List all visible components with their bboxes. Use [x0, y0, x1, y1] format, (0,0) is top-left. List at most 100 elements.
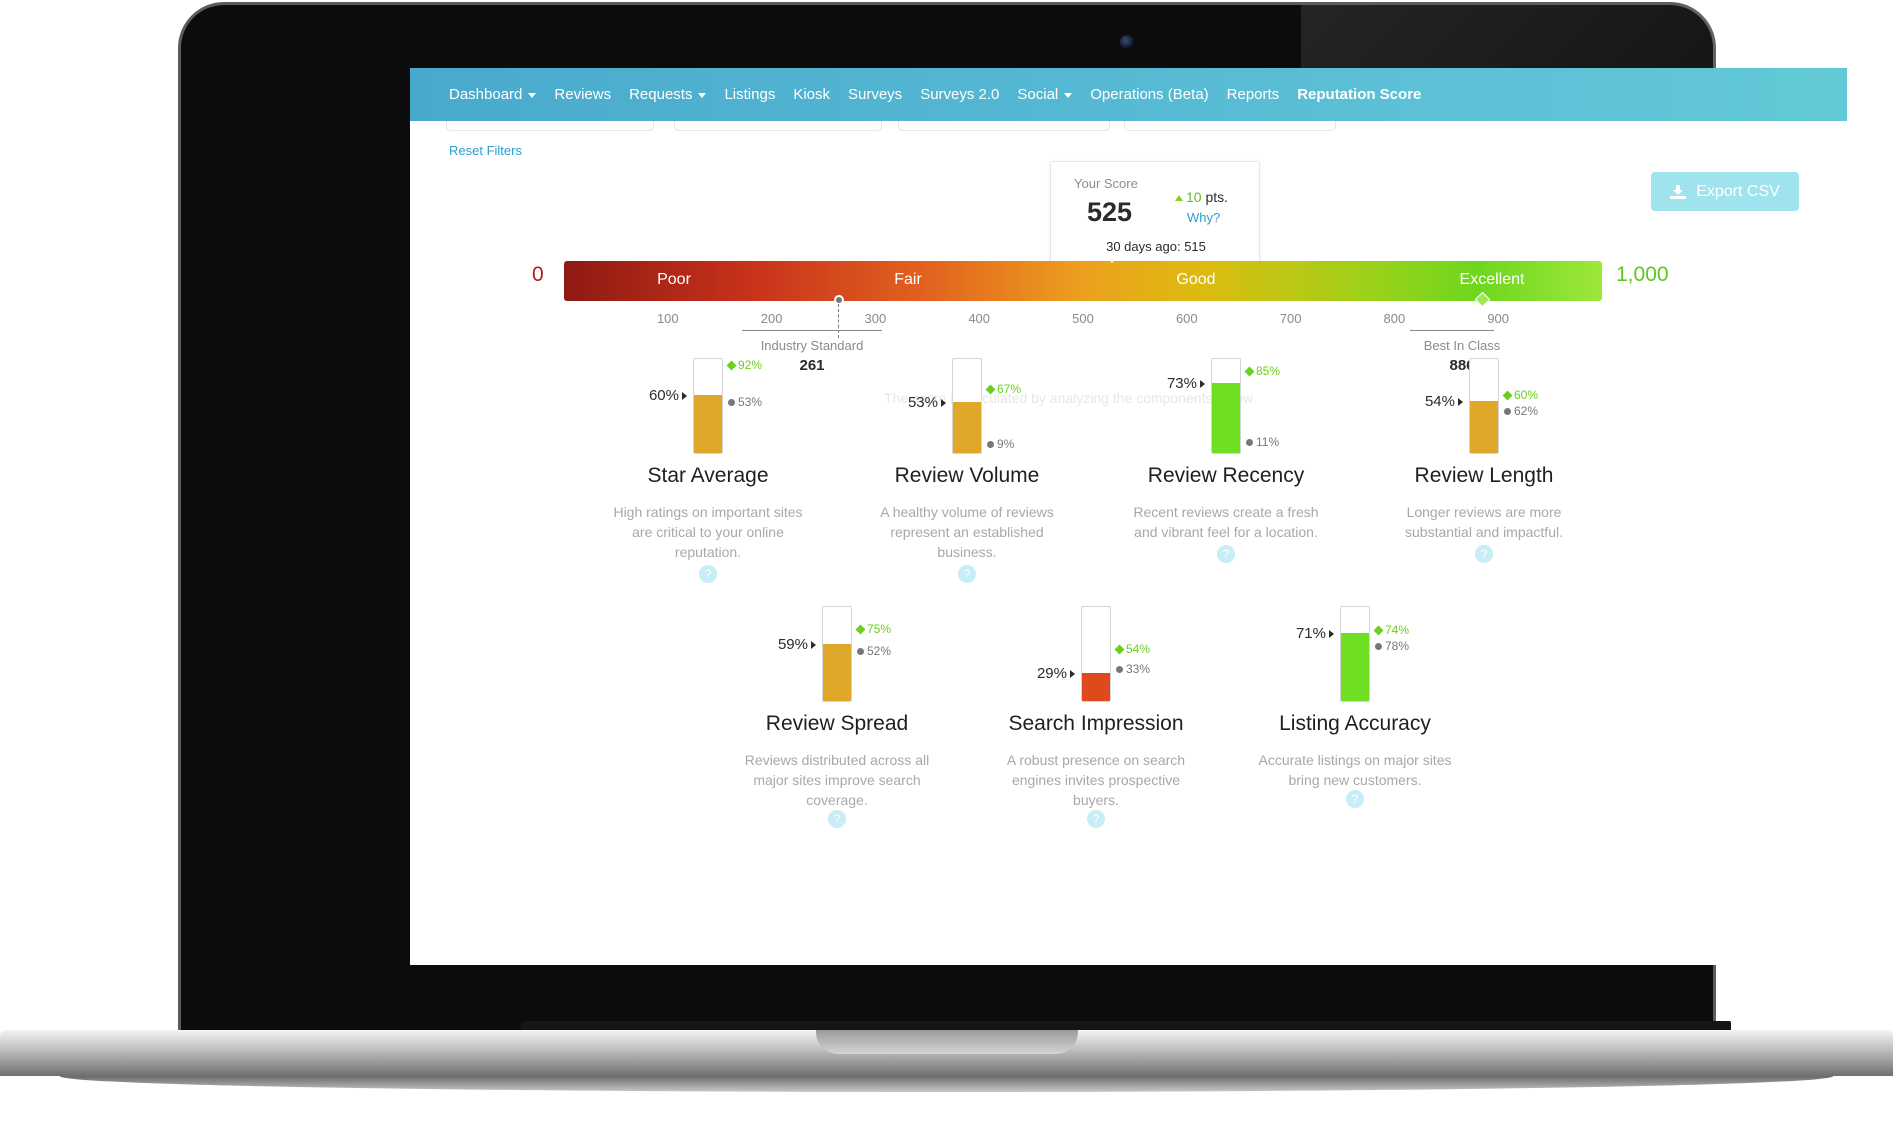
best-in-class-mark: 92% [726, 358, 762, 372]
scale-tick: 200 [760, 311, 783, 326]
component-score: 60% [649, 387, 687, 404]
reset-filters-link[interactable]: Reset Filters [449, 143, 522, 158]
industry-underline [742, 330, 882, 331]
filter-dropdown[interactable] [446, 121, 654, 131]
dot-icon [1116, 666, 1123, 674]
component-gauge [693, 358, 723, 454]
industry-standard-value: 261 [799, 357, 825, 374]
industry-standard-marker [834, 295, 844, 305]
nav-item-reports[interactable]: Reports [1226, 86, 1280, 103]
export-csv-label: Export CSV [1696, 182, 1780, 200]
help-icon[interactable]: ? [958, 565, 976, 583]
component-card: 71% 74% 78% Listing Accuracy Accurate listin… [1240, 606, 1470, 886]
component-title: Search Impression [1008, 712, 1184, 735]
band-fair: Fair [894, 271, 922, 288]
download-icon [1670, 184, 1687, 199]
component-gauge [1469, 358, 1499, 454]
component-description: Recent reviews create a fresh and vibran… [1133, 504, 1319, 540]
component-score: 53% [908, 394, 946, 411]
caret-down-icon [1064, 92, 1073, 98]
help-icon[interactable]: ? [1087, 810, 1105, 828]
component-title: Review Volume [894, 464, 1040, 487]
diamond-icon [985, 384, 996, 395]
nav-item-reviews[interactable]: Reviews [554, 86, 612, 103]
industry-mark: 78% [1375, 639, 1409, 653]
component-card: 29% 54% 33% Search Impression A robust prese… [981, 606, 1211, 886]
nav-item-reputation-score[interactable]: Reputation Score [1297, 86, 1422, 103]
score-marker [1107, 257, 1117, 263]
component-gauge [952, 358, 982, 454]
component-title: Review Length [1414, 464, 1554, 487]
best-in-class-mark: 60% [1502, 388, 1538, 402]
component-gauge [822, 606, 852, 702]
filter-dropdown[interactable] [674, 121, 882, 131]
dot-icon [728, 399, 735, 407]
industry-mark: 53% [728, 395, 762, 409]
component-gauge [1211, 358, 1241, 454]
diamond-icon [855, 624, 866, 635]
filter-dropdown[interactable] [898, 121, 1110, 131]
industry-mark: 33% [1116, 662, 1150, 676]
dot-icon [1246, 439, 1253, 447]
best-in-class-mark: 85% [1244, 364, 1280, 378]
dot-icon [1375, 643, 1382, 651]
pointer-icon [1200, 380, 1205, 389]
component-title: Listing Accuracy [1279, 712, 1431, 735]
diamond-icon [726, 360, 737, 371]
help-icon[interactable]: ? [828, 810, 846, 828]
top-nav: Dashboard Reviews Requests Listings Kios… [410, 68, 1847, 121]
thirty-days-ago: 30 days ago: 515 [1106, 239, 1206, 254]
nav-item-requests[interactable]: Requests [629, 86, 707, 103]
dot-icon [857, 648, 864, 656]
filter-dropdown[interactable] [1124, 121, 1336, 131]
nav-item-surveys[interactable]: Surveys [848, 86, 903, 103]
component-card: 73% 85% 11% Review Recency Recent reviews cr… [1111, 358, 1341, 638]
nav-item-surveys-2[interactable]: Surveys 2.0 [920, 86, 1000, 103]
industry-standard-line [838, 304, 839, 338]
nav-item-dashboard[interactable]: Dashboard [449, 86, 537, 103]
component-score: 59% [778, 636, 816, 653]
pointer-icon [1070, 670, 1075, 679]
score-card: Your Score 525 10 pts. Why? 30 days ago:… [1050, 161, 1260, 272]
component-card: 54% 60% 62% Review Length Longer reviews are… [1369, 358, 1599, 638]
pointer-icon [1329, 630, 1334, 639]
component-description: Reviews distributed across all major sit… [744, 752, 930, 808]
help-icon[interactable]: ? [699, 565, 717, 583]
industry-standard-label: Industry Standard [760, 338, 864, 353]
score-delta: 10 pts. [1175, 189, 1228, 205]
nav-item-kiosk[interactable]: Kiosk [793, 86, 830, 103]
laptop-notch [816, 1030, 1078, 1054]
gauge-fill [1341, 633, 1369, 701]
component-title: Review Spread [765, 712, 909, 735]
best-in-class-value: 886 [1449, 357, 1475, 374]
scale-tick: 600 [1175, 311, 1198, 326]
nav-item-listings[interactable]: Listings [724, 86, 776, 103]
gauge-fill [953, 402, 981, 453]
best-in-class-underline [1410, 330, 1494, 331]
score-label: Your Score [1074, 176, 1138, 191]
best-in-class-mark: 75% [855, 622, 891, 636]
best-in-class-mark: 67% [985, 382, 1021, 396]
component-card: 60% 92% 53% Star Average High ratings on imp… [593, 358, 823, 638]
why-link[interactable]: Why? [1187, 210, 1221, 225]
component-score: 73% [1167, 375, 1205, 392]
help-icon[interactable]: ? [1217, 545, 1235, 563]
gauge-fill [823, 644, 851, 701]
band-poor: Poor [657, 271, 691, 288]
dot-icon [1504, 408, 1511, 416]
nav-item-operations[interactable]: Operations (Beta) [1090, 86, 1209, 103]
pointer-icon [941, 399, 946, 408]
nav-item-social[interactable]: Social [1017, 86, 1073, 103]
export-csv-button[interactable]: Export CSV [1651, 172, 1799, 211]
help-icon[interactable]: ? [1475, 545, 1493, 563]
score-scale-bar [564, 261, 1602, 301]
scale-tick: 400 [968, 311, 991, 326]
pointer-icon [811, 641, 816, 650]
industry-mark: 9% [987, 437, 1014, 451]
component-card: 53% 67% 9% Review Volume A healthy volume of… [852, 358, 1082, 638]
diamond-icon [1502, 390, 1513, 401]
help-icon[interactable]: ? [1346, 790, 1364, 808]
component-card: 59% 75% 52% Review Spread Reviews distribute… [722, 606, 952, 886]
industry-mark: 62% [1504, 404, 1538, 418]
component-gauge [1340, 606, 1370, 702]
